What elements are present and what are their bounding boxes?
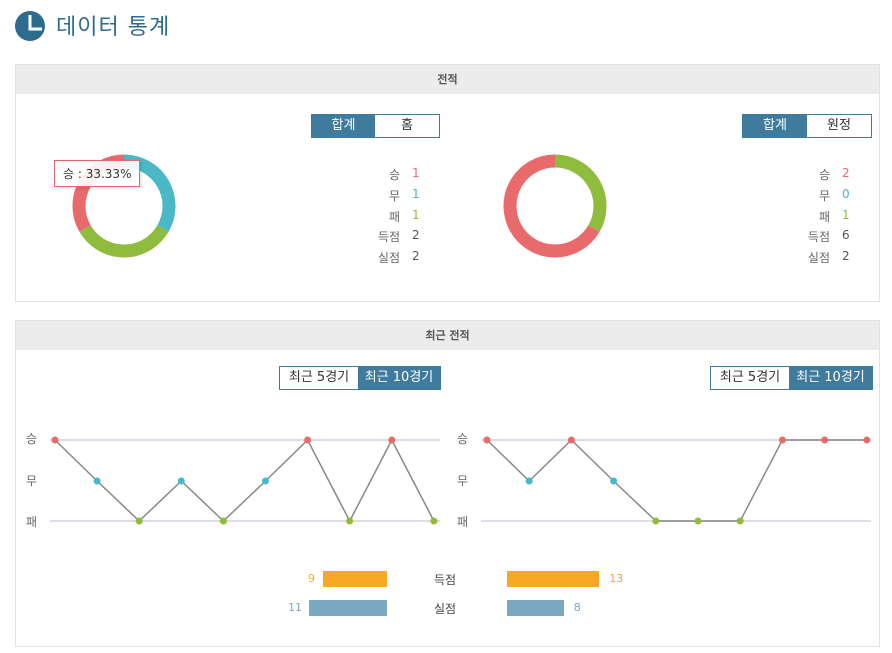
y-label-draw: 무: [457, 474, 469, 488]
stat-goals: 득점 2: [368, 228, 438, 248]
form-point-draw[interactable]: [93, 477, 101, 485]
stat-label-conceded: 실점: [377, 251, 400, 265]
stat-value-draw: 1: [412, 187, 420, 201]
home-record-tabs: 합계 홈: [311, 114, 440, 138]
stat-label-goals: 득점: [807, 230, 830, 244]
goals-right-value: 13: [609, 572, 624, 585]
form-point-win[interactable]: [388, 436, 396, 444]
form-point-loss[interactable]: [219, 517, 227, 525]
stat-label-win: 승: [818, 168, 830, 182]
form-point-draw[interactable]: [177, 477, 185, 485]
y-label-win: 승: [457, 432, 469, 446]
form-point-draw[interactable]: [525, 477, 533, 485]
y-label-loss: 패: [26, 515, 38, 529]
y-label-loss: 패: [457, 515, 469, 529]
tab-away[interactable]: 원정: [807, 115, 871, 137]
form-point-win[interactable]: [483, 436, 491, 444]
stat-goals: 득점 6: [798, 228, 868, 248]
y-label-draw: 무: [26, 474, 38, 488]
form-point-win[interactable]: [304, 436, 312, 444]
recent-panel-title: 최근 전적: [16, 321, 879, 350]
donut-segment-loss[interactable]: [554, 154, 607, 232]
away-recent-tabs: 최근 5경기 최근 10경기: [710, 366, 873, 390]
goals-left-value: 9: [308, 572, 315, 585]
conceded-right-value: 8: [573, 601, 581, 614]
conceded-right-bar: [507, 600, 564, 616]
goals-left-bar: [323, 571, 387, 587]
donut-tooltip: 승 : 33.33%: [54, 160, 141, 187]
conceded-left-bar: [308, 600, 387, 616]
tab-recent-5[interactable]: 최근 5경기: [280, 367, 358, 389]
tab-recent-10[interactable]: 최근 10경기: [789, 367, 872, 389]
form-point-win[interactable]: [821, 436, 829, 444]
stat-value-goals: 2: [412, 228, 420, 242]
pie-chart-icon: [15, 11, 45, 41]
tab-recent-10[interactable]: 최근 10경기: [358, 367, 440, 389]
away-record-donut[interactable]: [501, 152, 609, 260]
stat-label-goals: 득점: [377, 230, 400, 244]
form-point-loss[interactable]: [652, 517, 660, 525]
form-point-loss[interactable]: [430, 517, 438, 525]
form-point-win[interactable]: [51, 436, 59, 444]
stat-label-loss: 패: [388, 210, 400, 224]
form-point-win[interactable]: [778, 436, 786, 444]
stat-value-loss: 1: [842, 208, 850, 222]
stat-label-draw: 무: [818, 189, 830, 203]
stat-value-conceded: 2: [412, 249, 420, 263]
form-line: [486, 438, 867, 522]
away-record-tabs: 합계 원정: [742, 114, 872, 138]
stat-value-win: 1: [412, 166, 420, 180]
goals-right-bar: [507, 571, 600, 587]
stat-value-draw: 0: [842, 187, 850, 201]
home-recent-form-chart: [50, 436, 871, 525]
form-point-draw[interactable]: [262, 477, 269, 485]
tab-home[interactable]: 홈: [375, 115, 439, 137]
stat-value-win: 2: [842, 166, 850, 180]
stat-label-conceded: 실점: [807, 251, 830, 265]
stat-label-loss: 패: [818, 210, 830, 224]
donut-segment-win[interactable]: [503, 154, 600, 258]
donut-segment-loss[interactable]: [79, 224, 169, 258]
form-point-loss[interactable]: [135, 517, 143, 525]
form-line: [54, 438, 435, 523]
stat-label-draw: 무: [388, 189, 400, 203]
form-point-loss[interactable]: [694, 517, 702, 525]
form-point-draw[interactable]: [610, 477, 618, 485]
stat-label-win: 승: [388, 168, 400, 182]
record-panel-title: 전적: [16, 65, 879, 94]
goals-label: 득점: [434, 573, 457, 587]
conceded-left-value: 11: [288, 601, 302, 614]
form-point-loss[interactable]: [736, 517, 744, 525]
stat-conceded: 실점 2: [368, 249, 438, 269]
stat-value-goals: 6: [842, 228, 850, 242]
stat-value-loss: 1: [412, 208, 420, 222]
tab-total[interactable]: 합계: [743, 115, 807, 137]
form-point-loss[interactable]: [346, 517, 354, 525]
stat-conceded: 실점 2: [798, 249, 868, 269]
tab-total[interactable]: 합계: [312, 115, 375, 137]
y-label-win: 승: [26, 432, 38, 446]
tab-recent-5[interactable]: 최근 5경기: [711, 367, 789, 389]
form-point-win[interactable]: [863, 436, 871, 444]
stat-value-conceded: 2: [842, 249, 850, 263]
page-title: 데이터 통계: [56, 15, 171, 40]
conceded-label: 실점: [434, 602, 457, 616]
home-recent-tabs: 최근 5경기 최근 10경기: [279, 366, 441, 390]
form-point-win[interactable]: [567, 436, 575, 444]
